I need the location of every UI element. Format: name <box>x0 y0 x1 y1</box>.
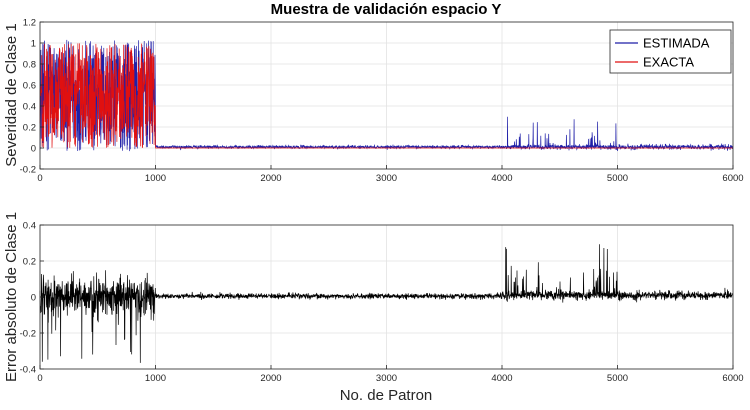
series-line-error <box>39 244 733 363</box>
y-tick-label: 0.8 <box>23 60 36 71</box>
x-tick-label: 3000 <box>376 373 397 384</box>
bottom-x-axis-label: No. de Patron <box>340 387 433 404</box>
top-panel: 0 1000 2000 3000 4000 5000 6000-0.200.20.40.60… <box>3 1 744 184</box>
x-tick-label: 1000 <box>145 173 166 184</box>
legend-estimada-label: ESTIMADA <box>643 36 710 51</box>
y-tick-label: 1.2 <box>23 18 36 29</box>
y-tick-label: 1 <box>31 39 36 50</box>
x-tick-label: 4000 <box>491 173 512 184</box>
x-tick-label: 6000 <box>722 173 743 184</box>
x-tick-label: 0 <box>37 173 42 184</box>
x-tick-label: 2000 <box>260 173 281 184</box>
y-tick-label: 0.2 <box>23 257 36 268</box>
x-tick-label: 4000 <box>491 373 512 384</box>
top-chart-title: Muestra de validación espacio Y <box>271 1 502 18</box>
bottom-series <box>39 244 733 363</box>
x-tick-label: 0 <box>37 373 42 384</box>
x-tick-label: 3000 <box>376 173 397 184</box>
plot-frame <box>39 21 734 170</box>
y-tick-label: 0.4 <box>23 221 36 232</box>
y-tick-label: 0.2 <box>23 123 36 134</box>
y-tick-label: 0.6 <box>23 81 36 92</box>
legend: ESTIMADA EXACTA <box>609 29 732 74</box>
y-tick-label: 0 <box>31 144 36 155</box>
top-axes: 0 1000 2000 3000 4000 5000 6000-0.200.20.40.60… <box>20 18 744 185</box>
x-tick-label: 1000 <box>145 373 166 384</box>
y-tick-label: 0.4 <box>23 102 36 113</box>
y-tick-label: -0.2 <box>20 165 36 176</box>
top-series <box>39 39 734 152</box>
plot-frame <box>39 224 734 370</box>
y-tick-label: -0.2 <box>20 329 36 340</box>
x-tick-label: 6000 <box>722 373 743 384</box>
top-y-axis-label: Severidad de Clase 1 <box>3 23 20 166</box>
y-tick-label: -0.4 <box>20 365 36 376</box>
bottom-panel: 0 1000 2000 3000 4000 5000 6000 -0.4 -0.2 0 0.2 0.4… <box>3 212 744 404</box>
bottom-axes: 0 1000 2000 3000 4000 5000 6000 -0.4 -0.2 0 0.2 0.4 <box>20 221 744 385</box>
x-tick-label: 5000 <box>607 173 628 184</box>
x-tick-label: 5000 <box>607 373 628 384</box>
series-line-exacta <box>39 43 733 149</box>
legend-exacta-label: EXACTA <box>643 55 694 70</box>
legend-box <box>609 29 732 74</box>
bottom-y-axis-label: Error absoluto de Clase 1 <box>3 212 20 382</box>
y-tick-label: 0 <box>31 293 36 304</box>
x-tick-label: 2000 <box>260 373 281 384</box>
